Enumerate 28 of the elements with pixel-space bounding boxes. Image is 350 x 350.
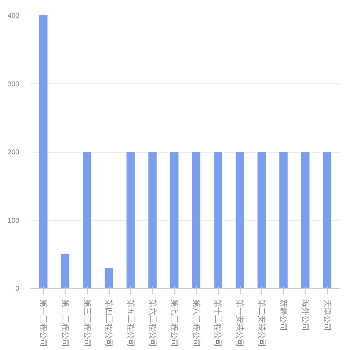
bar xyxy=(148,152,157,288)
x-tick-label: 天津公司 xyxy=(322,300,332,332)
x-tick-label: 第八工程公司 xyxy=(192,300,201,348)
x-tick-label: 第二安装公司 xyxy=(257,300,266,348)
bar xyxy=(104,268,114,288)
x-tick-label: 第五工程公司 xyxy=(126,300,136,348)
x-tick-label: 第十工程公司 xyxy=(214,300,223,348)
x-tick-label: 第三工程公司 xyxy=(82,300,92,348)
bar xyxy=(258,152,266,288)
bar xyxy=(280,152,288,288)
x-tick-label: 第四工程公司 xyxy=(104,300,114,348)
bar xyxy=(126,152,136,288)
x-tick-label: 第一工程公司 xyxy=(39,300,48,348)
x-tick-label: 第七工程公司 xyxy=(170,300,180,348)
x-tick-label: 海外公司 xyxy=(301,300,310,332)
bar xyxy=(83,152,92,288)
x-tick-label: 新疆公司 xyxy=(279,300,288,332)
bar xyxy=(236,152,244,288)
bar xyxy=(192,152,201,288)
x-tick-label: 第二工程公司 xyxy=(60,300,70,348)
bar xyxy=(170,152,179,288)
x-tick-label: 第一安装公司 xyxy=(236,300,245,348)
bar xyxy=(61,254,70,288)
bar xyxy=(39,16,48,288)
x-tick-label: 第六工程公司 xyxy=(148,300,158,348)
bar xyxy=(214,152,222,288)
bar xyxy=(301,152,310,288)
bar xyxy=(323,152,332,288)
